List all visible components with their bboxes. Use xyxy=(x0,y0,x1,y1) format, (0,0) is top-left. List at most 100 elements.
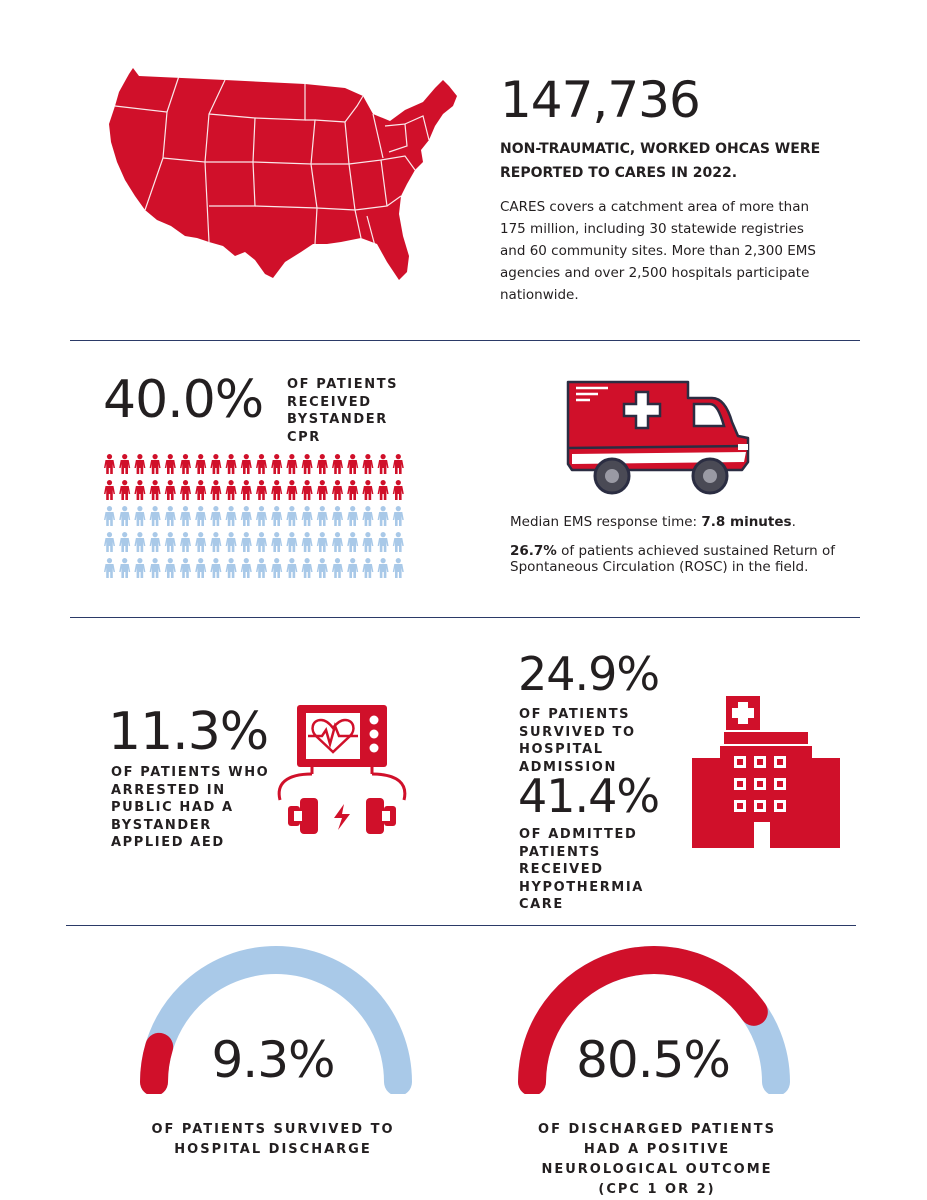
person-icon xyxy=(149,506,161,526)
person-icon xyxy=(104,454,115,474)
ems-response-time: Median EMS response time: 7.8 minutes. xyxy=(510,512,796,532)
person-icon xyxy=(134,454,146,474)
person-icon xyxy=(377,480,389,500)
person-icon xyxy=(134,558,146,578)
neurological-outcome-gauge xyxy=(518,946,790,1094)
person-icon xyxy=(225,454,237,474)
neurological-outcome-gauge-fill xyxy=(518,946,768,1094)
person-icon xyxy=(377,532,389,552)
person-icon xyxy=(271,506,283,526)
person-icon xyxy=(347,454,359,474)
ambulance-icon xyxy=(566,380,750,495)
person-icon xyxy=(316,558,328,578)
person-icon xyxy=(392,454,404,474)
person-icon xyxy=(377,558,389,578)
bystander-cpr-pct: 40.0% xyxy=(103,370,264,430)
us-map-icon xyxy=(109,68,457,280)
neurological-outcome-pct: 80.5% xyxy=(576,1031,731,1089)
hospital-discharge-gauge-track xyxy=(140,946,412,1094)
person-icon xyxy=(256,506,267,526)
person-icon xyxy=(104,480,115,500)
person-icon xyxy=(392,480,404,500)
person-icon xyxy=(392,532,404,552)
total-ohca-headline: NON-TRAUMATIC, WORKED OHCAS WERE REPORTE… xyxy=(500,141,821,181)
bystander-cpr-pictogram xyxy=(104,454,404,578)
person-icon xyxy=(301,558,313,578)
person-icon xyxy=(195,480,207,500)
person-icon xyxy=(256,454,267,474)
person-icon xyxy=(180,506,191,526)
person-icon xyxy=(180,454,191,474)
person-icon xyxy=(225,506,237,526)
aed-pct: 11.3% xyxy=(108,702,269,762)
section-divider xyxy=(70,617,860,618)
rosc-text: of patients achieved sustained Return of… xyxy=(510,543,836,575)
person-icon xyxy=(240,480,252,500)
person-icon xyxy=(149,532,161,552)
person-icon xyxy=(164,532,176,552)
ems-response-prefix: Median EMS response time: xyxy=(510,514,702,530)
person-icon xyxy=(225,558,237,578)
person-icon xyxy=(149,454,161,474)
person-icon xyxy=(210,532,222,552)
person-icon xyxy=(240,506,252,526)
hospital-discharge-gauge xyxy=(140,946,412,1094)
person-icon xyxy=(225,532,237,552)
person-icon xyxy=(362,558,374,578)
person-icon xyxy=(195,454,207,474)
hospital-admission-pct: 24.9% xyxy=(518,647,660,701)
person-icon xyxy=(347,506,359,526)
cares-description: CARES covers a catchment area of more th… xyxy=(500,199,816,303)
person-icon xyxy=(256,480,267,500)
person-icon xyxy=(332,532,343,552)
person-icon xyxy=(332,454,343,474)
person-icon xyxy=(332,558,343,578)
person-icon xyxy=(301,532,313,552)
person-icon xyxy=(271,532,283,552)
hospital-icon xyxy=(692,696,840,848)
person-icon xyxy=(301,480,313,500)
person-icon xyxy=(271,558,283,578)
hospital-admission-label: OF PATIENTS SURVIVED TO HOSPITAL ADMISSI… xyxy=(519,707,636,775)
hospital-discharge-gauge-fill xyxy=(140,1032,174,1094)
person-icon xyxy=(347,558,359,578)
person-icon xyxy=(316,506,328,526)
person-icon xyxy=(164,480,176,500)
section-divider xyxy=(70,340,860,341)
person-icon xyxy=(210,480,222,500)
person-icon xyxy=(347,480,359,500)
person-icon xyxy=(362,506,374,526)
heart-monitor-icon xyxy=(297,705,387,774)
person-icon xyxy=(256,558,267,578)
person-icon xyxy=(180,558,191,578)
person-icon xyxy=(240,558,252,578)
person-icon xyxy=(362,480,374,500)
person-icon xyxy=(164,506,176,526)
person-icon xyxy=(119,480,131,500)
person-icon xyxy=(301,506,313,526)
person-icon xyxy=(104,532,115,552)
person-icon xyxy=(286,480,298,500)
person-icon xyxy=(134,480,146,500)
person-icon xyxy=(180,532,191,552)
person-icon xyxy=(271,480,283,500)
neurological-outcome-label: OF DISCHARGED PATIENTS HAD A POSITIVE NE… xyxy=(538,1122,776,1197)
person-icon xyxy=(164,454,176,474)
person-icon xyxy=(256,532,267,552)
person-icon xyxy=(149,558,161,578)
defibrillator-paddles-icon xyxy=(277,772,407,834)
rosc-statement: 26.7% of patients achieved sustained Ret… xyxy=(510,543,855,575)
person-icon xyxy=(149,480,161,500)
person-icon xyxy=(195,532,207,552)
person-icon xyxy=(377,506,389,526)
section-divider xyxy=(66,925,856,926)
person-icon xyxy=(240,532,252,552)
person-icon xyxy=(195,558,207,578)
person-icon xyxy=(104,558,115,578)
person-icon xyxy=(134,506,146,526)
hospital-discharge-label: OF PATIENTS SURVIVED TO HOSPITAL DISCHAR… xyxy=(151,1122,395,1157)
ems-response-suffix: . xyxy=(791,514,796,530)
person-icon xyxy=(119,558,131,578)
person-icon xyxy=(119,454,131,474)
person-icon xyxy=(104,506,115,526)
